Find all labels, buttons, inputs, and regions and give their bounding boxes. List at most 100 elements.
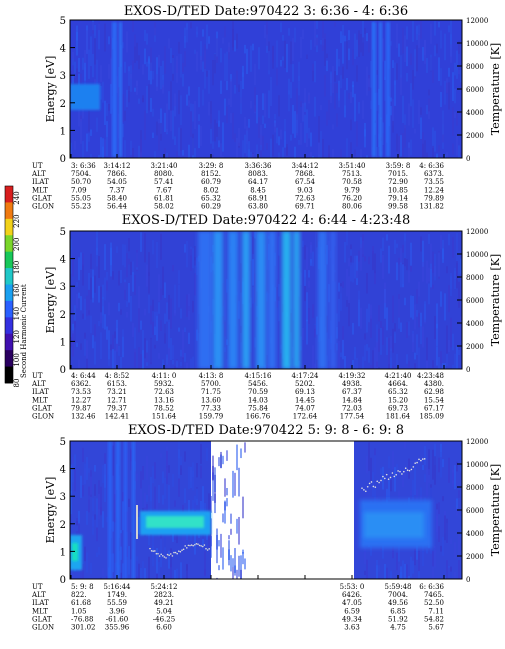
heatmap-cell bbox=[328, 240, 330, 250]
heatmap-cell bbox=[114, 331, 116, 339]
heatmap-cell bbox=[446, 325, 448, 354]
heatmap-cell bbox=[384, 289, 386, 319]
heatmap-cell bbox=[318, 116, 320, 143]
colorbar-block bbox=[5, 186, 13, 203]
heatmap-cell bbox=[134, 275, 136, 296]
table-cell: 9.03 bbox=[297, 186, 313, 194]
heatmap-cell bbox=[454, 270, 456, 290]
heatmap-cell bbox=[358, 102, 360, 114]
heatmap-cell bbox=[192, 356, 194, 369]
y2-axis: 0 2000 4000 6000 8000 10000 12000 bbox=[457, 17, 488, 163]
heatmap-cell bbox=[258, 153, 260, 158]
heatmap-cell bbox=[348, 276, 350, 304]
heatmap-cell bbox=[132, 20, 134, 32]
heatmap-cell bbox=[352, 84, 354, 98]
heatmap-cell bbox=[188, 332, 190, 344]
heatmap-cell bbox=[362, 356, 364, 369]
heatmap-cell bbox=[96, 59, 98, 87]
heatmap-cell bbox=[312, 304, 314, 319]
table-row-label: GLAT bbox=[32, 194, 52, 202]
heatmap-cell bbox=[230, 74, 232, 82]
heatmap-cell bbox=[82, 313, 84, 319]
heatmap-cell bbox=[92, 53, 94, 78]
table-row-label: ALT bbox=[31, 170, 46, 178]
heatmap-cell bbox=[256, 94, 258, 124]
heatmap-cell bbox=[404, 233, 406, 259]
heatmap-cell bbox=[226, 339, 228, 345]
heatmap-cell bbox=[402, 244, 404, 253]
heatmap-cell bbox=[362, 234, 364, 257]
y-tick-label: 0 bbox=[60, 154, 66, 165]
heatmap-cell bbox=[410, 490, 412, 496]
temperature-point bbox=[412, 466, 415, 468]
heatmap-cell bbox=[310, 132, 312, 147]
heatmap-cell bbox=[190, 111, 192, 137]
heatmap-cell bbox=[156, 499, 158, 512]
heatmap-cell bbox=[170, 548, 172, 568]
heatmap-cell bbox=[436, 346, 438, 366]
heatmap-cell bbox=[438, 21, 440, 28]
heatmap-cell bbox=[412, 99, 414, 128]
heatmap-cell bbox=[288, 28, 290, 36]
heatmap-cell bbox=[394, 323, 396, 334]
heatmap-cell bbox=[332, 124, 334, 130]
heatmap-cell bbox=[352, 81, 354, 88]
table-cell: 49.56 bbox=[388, 599, 409, 607]
heatmap-cell bbox=[306, 54, 308, 59]
heatmap-cell bbox=[450, 44, 452, 63]
heatmap-cell bbox=[222, 455, 224, 465]
y2-tick-label: 6000 bbox=[466, 507, 484, 515]
heatmap-cell bbox=[144, 338, 146, 359]
heatmap-cell bbox=[346, 268, 348, 297]
heatmap-cell bbox=[328, 145, 330, 158]
heatmap-cell bbox=[454, 465, 456, 490]
panel-2: EXOS-D/TED Date:970422 4: 6:44 - 4:23:48… bbox=[31, 213, 502, 421]
table-cell: 6.85 bbox=[390, 607, 406, 615]
table-cell: 4.75 bbox=[390, 624, 406, 632]
heatmap-cell bbox=[302, 327, 304, 341]
heatmap-cell bbox=[172, 110, 174, 140]
y-tick-label: 2 bbox=[60, 310, 66, 321]
heatmap-cell bbox=[98, 320, 100, 327]
table-cell: 6426. bbox=[342, 591, 362, 599]
temperature-point bbox=[173, 551, 175, 554]
temperature-point bbox=[155, 552, 158, 555]
table-cell: 4:21:40 bbox=[385, 372, 412, 380]
heatmap-cell bbox=[88, 289, 90, 316]
heatmap-cell bbox=[420, 487, 422, 502]
heatmap-cell bbox=[216, 123, 218, 137]
heatmap-cell bbox=[138, 98, 140, 104]
heatmap-cell bbox=[114, 350, 116, 369]
heatmap-cell bbox=[402, 132, 404, 158]
table-cell: 47.05 bbox=[342, 599, 362, 607]
heatmap-cell bbox=[432, 145, 434, 158]
heatmap-cell bbox=[440, 68, 442, 86]
y-tick-label: 5 bbox=[60, 227, 66, 238]
table-cell: 78.52 bbox=[154, 404, 174, 412]
heatmap-cell bbox=[264, 24, 266, 39]
heatmap-cell bbox=[78, 522, 80, 548]
heatmap-cell bbox=[322, 21, 324, 52]
heatmap-cell bbox=[74, 468, 76, 492]
table-cell: 5700. bbox=[201, 380, 221, 388]
heatmap-cell bbox=[160, 288, 162, 300]
heatmap-cell bbox=[130, 73, 132, 79]
heatmap-cell bbox=[200, 500, 202, 520]
heatmap-cell bbox=[168, 485, 170, 514]
heatmap-cell bbox=[226, 81, 228, 91]
heatmap-cell bbox=[398, 545, 400, 562]
heatmap-cell bbox=[156, 315, 158, 341]
heatmap-cell bbox=[188, 100, 190, 107]
heatmap-cell bbox=[258, 117, 260, 139]
heatmap-cell bbox=[94, 465, 96, 472]
heatmap-cell bbox=[96, 117, 98, 132]
heatmap-cell bbox=[452, 237, 454, 258]
heatmap-cell bbox=[190, 249, 192, 271]
table-cell: 58.02 bbox=[154, 203, 174, 211]
y-tick-label: 1 bbox=[60, 547, 66, 558]
heatmap-cell bbox=[98, 285, 100, 303]
heatmap-cell bbox=[366, 272, 368, 294]
heatmap-cell bbox=[444, 515, 446, 541]
heatmap-cell bbox=[220, 48, 222, 63]
temperature-point bbox=[182, 548, 185, 551]
